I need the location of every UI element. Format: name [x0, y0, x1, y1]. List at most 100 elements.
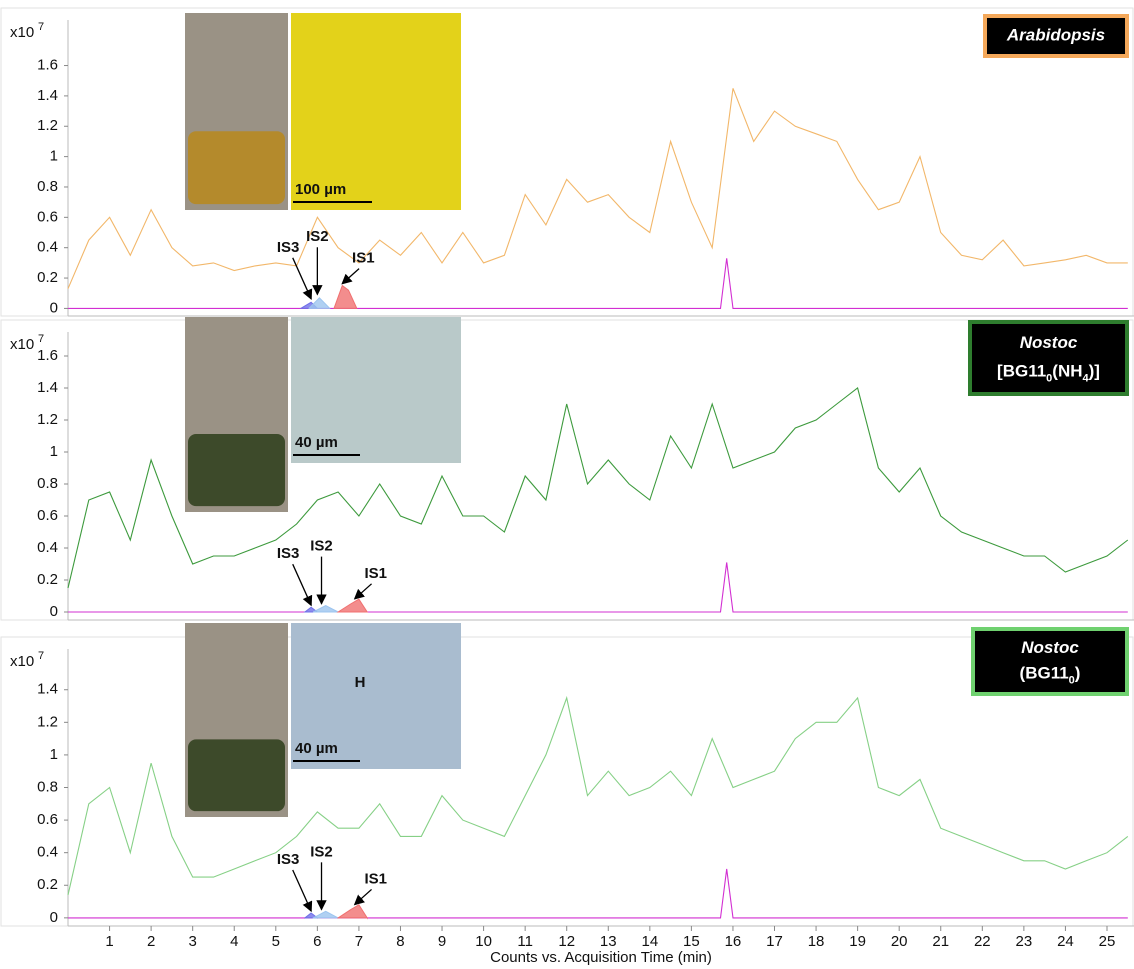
annotation-label: IS1: [365, 565, 388, 582]
flask-liquid: [188, 434, 285, 506]
y-tick-label: 0.2: [37, 269, 58, 286]
peak-area: [338, 599, 367, 612]
annotation-label: IS1: [365, 870, 388, 887]
trace: [68, 258, 1128, 308]
y-tick-label: 1: [50, 443, 58, 460]
y-tick-label: 0.4: [37, 844, 58, 861]
scale-bar-label: 100 µm: [295, 181, 346, 198]
sample-medium-part: [BG11: [997, 362, 1046, 381]
y-tick-label: 0.2: [37, 571, 58, 588]
sample-name: Arabidopsis: [1006, 25, 1105, 44]
x-tick-label: 4: [230, 933, 238, 950]
annotation-arrow: [355, 889, 372, 904]
annotation-label: IS2: [310, 538, 333, 555]
x-tick-label: 2: [147, 933, 155, 950]
y-tick-label: 1.4: [37, 87, 58, 104]
y-tick-label: 0.6: [37, 811, 58, 828]
sample-name: Nostoc: [1021, 638, 1079, 657]
x-tick-label: 18: [808, 933, 825, 950]
flask-liquid: [188, 739, 285, 811]
peak-area: [338, 905, 367, 918]
chart: x10 7 0 0.2 0.4 0.6 0.8 1 1.2 1.4 1.6 100 µm IS3 IS2 I…: [0, 0, 1134, 969]
x-tick-label: 12: [558, 933, 575, 950]
panel-frame: [1, 8, 1133, 316]
y-tick-label: 0.2: [37, 876, 58, 893]
x-tick-label: 24: [1057, 933, 1074, 950]
x-tick-label: 3: [189, 933, 197, 950]
y-scale-exponent: 7: [38, 333, 44, 345]
annotation-arrow: [293, 258, 311, 299]
annotation-label: IS2: [310, 843, 333, 860]
x-tick-label: 6: [313, 933, 321, 950]
y-tick-label: 1: [50, 746, 58, 763]
y-scale-exponent: 7: [38, 650, 44, 662]
cell-label: H: [355, 674, 366, 691]
y-tick-label: 0.6: [37, 507, 58, 524]
sample-medium-part: ): [1075, 664, 1081, 683]
x-tick-label: 22: [974, 933, 991, 950]
annotation-label: IS3: [277, 851, 300, 868]
y-tick-label: 0: [50, 603, 58, 620]
y-tick-label: 0.8: [37, 475, 58, 492]
x-tick-label: 17: [766, 933, 783, 950]
y-tick-label: 0.4: [37, 539, 58, 556]
annotation-label: IS1: [352, 250, 375, 267]
annotation-label: IS2: [306, 228, 329, 245]
y-scale-label: x10: [10, 24, 34, 41]
scale-bar-label: 40 µm: [295, 434, 338, 451]
y-tick-label: 1.2: [37, 117, 58, 134]
x-axis-label: Counts vs. Acquisition Time (min): [490, 949, 712, 966]
y-tick-label: 1.4: [37, 681, 58, 698]
annotation-arrow: [293, 870, 311, 911]
x-tick-label: 7: [355, 933, 363, 950]
y-tick-label: 0.4: [37, 239, 58, 256]
y-tick-label: 0: [50, 909, 58, 926]
sample-medium-part: (BG11: [1020, 664, 1069, 683]
y-tick-label: 1.2: [37, 713, 58, 730]
y-tick-label: 1.2: [37, 411, 58, 428]
trace: [68, 869, 1128, 918]
x-tick-label: 14: [641, 933, 658, 950]
y-tick-label: 1.6: [37, 347, 58, 364]
x-tick-label: 13: [600, 933, 617, 950]
flask-liquid: [188, 131, 285, 204]
annotation-arrow: [342, 269, 359, 284]
y-tick-label: 0.8: [37, 778, 58, 795]
x-tick-label: 25: [1099, 933, 1116, 950]
x-tick-label: 15: [683, 933, 700, 950]
sample-name: Nostoc: [1020, 333, 1078, 352]
x-tick-label: 10: [475, 933, 492, 950]
y-tick-label: 1.6: [37, 57, 58, 74]
x-tick-label: 8: [396, 933, 404, 950]
x-tick-label: 11: [517, 933, 533, 950]
y-tick-label: 0.6: [37, 208, 58, 225]
sample-medium-part: )]: [1089, 362, 1100, 381]
panel-frame: [1, 320, 1133, 620]
y-tick-label: 1.4: [37, 379, 58, 396]
y-tick-label: 0: [50, 299, 58, 316]
x-tick-label: 21: [932, 933, 949, 950]
annotation-label: IS3: [277, 545, 300, 562]
y-tick-label: 1: [50, 148, 58, 165]
x-tick-label: 16: [725, 933, 742, 950]
panel-frame: [1, 637, 1133, 926]
x-tick-label: 23: [1016, 933, 1033, 950]
peak-area: [334, 286, 357, 309]
y-scale-label: x10: [10, 336, 34, 353]
peak-area: [313, 911, 338, 918]
scale-bar-label: 40 µm: [295, 740, 338, 757]
peak-area: [313, 606, 338, 612]
x-tick-label: 20: [891, 933, 908, 950]
sample-medium-part: (NH: [1052, 362, 1082, 381]
x-tick-label: 1: [105, 933, 113, 950]
y-tick-label: 0.8: [37, 178, 58, 195]
annotation-arrow: [293, 564, 311, 605]
trace: [68, 562, 1128, 612]
y-scale-label: x10: [10, 653, 34, 670]
annotation-label: IS3: [277, 239, 300, 256]
x-tick-label: 19: [849, 933, 866, 950]
x-tick-label: 9: [438, 933, 446, 950]
annotation-arrow: [355, 584, 372, 599]
y-scale-exponent: 7: [38, 21, 44, 33]
x-tick-label: 5: [272, 933, 280, 950]
